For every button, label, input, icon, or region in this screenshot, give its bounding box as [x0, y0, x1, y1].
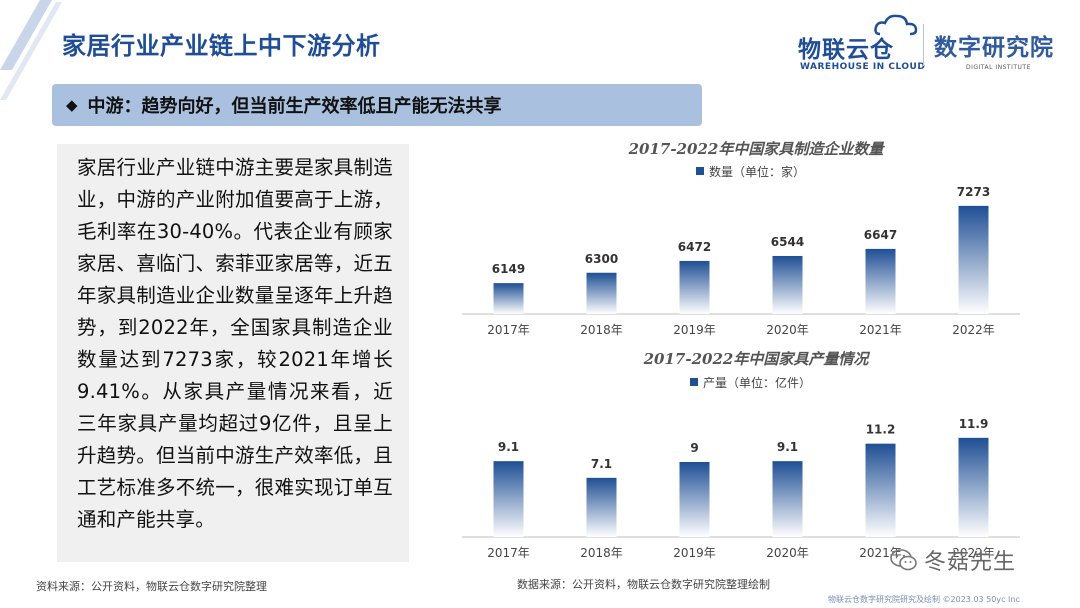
- tick-label-2018年: 2018年: [580, 323, 623, 337]
- tick-label-2019年: 2019年: [673, 323, 716, 337]
- tick-label-2017年: 2017年: [487, 546, 530, 560]
- tick-label-2022年: 2022年: [952, 323, 995, 337]
- description-text: 家居行业产业链中游主要是家具制造业，中游的产业附加值要高于上游，毛利率在30-4…: [77, 156, 393, 531]
- section-banner: ◆ 中游：趋势向好，但当前生产效率低且产能无法共享: [52, 84, 702, 126]
- page-title: 家居行业产业链上中下游分析: [62, 32, 381, 60]
- institute-logo-subtitle: DIGITAL INSTITUTE: [966, 64, 1031, 71]
- tick-label-2022年: 2022年: [952, 546, 995, 560]
- legend-label: 产量（单位：亿件）: [703, 375, 811, 390]
- data-label-2020年: 9.1: [777, 440, 798, 454]
- legend-swatch: [690, 378, 698, 386]
- source-note-left: 资料来源：公开资料，物联云仓数字研究院整理: [36, 580, 267, 593]
- bar-2022年: [958, 437, 989, 537]
- data-label-2020年: 6544: [771, 235, 804, 249]
- diamond-bullet-icon: ◆: [66, 96, 78, 114]
- description-box: 家居行业产业链中游主要是家具制造业，中游的产业附加值要高于上游，毛利率在30-4…: [57, 144, 409, 562]
- tick-label-2019年: 2019年: [673, 546, 716, 560]
- corner-stripes-decoration: [0, 0, 62, 100]
- bar-2020年: [772, 461, 803, 537]
- chart-title: 2017-2022年中国家具产量情况: [643, 350, 871, 368]
- data-label-2022年: 11.9: [959, 417, 989, 431]
- bar-2017年: [493, 461, 524, 537]
- banner-text: 中游：趋势向好，但当前生产效率低且产能无法共享: [87, 96, 502, 117]
- warehouse-logo-subtitle: WAREHOUSE IN CLOUD: [800, 62, 926, 72]
- bar-2018年: [586, 477, 617, 537]
- chart-title: 2017-2022年中国家具制造企业数量: [628, 140, 886, 158]
- bar-2021年: [865, 443, 896, 537]
- warehouse-logo-name: 物联云仓: [798, 37, 894, 63]
- tick-label-2018年: 2018年: [580, 546, 623, 560]
- data-label-2018年: 6300: [585, 252, 618, 266]
- warehouse-in-cloud-logo: 物联云仓 WAREHOUSE IN CLOUD: [798, 14, 925, 74]
- bar-2017年: [493, 283, 524, 314]
- logo-divider: [923, 24, 924, 66]
- data-label-2021年: 6647: [864, 228, 897, 242]
- data-label-2019年: 9: [690, 441, 698, 455]
- data-label-2022年: 7273: [957, 185, 990, 199]
- bar-2022年: [958, 205, 989, 314]
- data-label-2017年: 6149: [492, 262, 525, 276]
- legend-swatch: [696, 167, 704, 175]
- legend-label: 数量（单位：家）: [709, 164, 805, 179]
- data-label-2017年: 9.1: [498, 440, 519, 454]
- source-note-right: 数据来源：公开资料，物联云仓数字研究院整理绘制: [517, 578, 770, 591]
- tick-label-2017年: 2017年: [487, 323, 530, 337]
- watermark-text: 冬菇先生: [924, 550, 1017, 575]
- footer-copyright: 物联云仓数字研究院研究及绘制 ©2023.03 50yc Inc: [828, 595, 1020, 604]
- data-label-2019年: 6472: [678, 240, 711, 254]
- watermark: 冬菇先生: [890, 540, 1050, 580]
- digital-institute-logo: 数字研究院 DIGITAL INSTITUTE: [934, 28, 1064, 72]
- tick-label-2021年: 2021年: [859, 323, 902, 337]
- data-label-2018年: 7.1: [591, 457, 612, 471]
- tick-label-2020年: 2020年: [766, 323, 809, 337]
- bar-2019年: [679, 260, 710, 314]
- bar-2018年: [586, 272, 617, 314]
- institute-logo-name: 数字研究院: [934, 35, 1054, 61]
- data-label-2021年: 11.2: [866, 423, 896, 437]
- bar-2021年: [865, 248, 896, 314]
- wechat-icon: [890, 549, 917, 571]
- bar-2020年: [772, 255, 803, 314]
- bar-2019年: [679, 462, 710, 537]
- tick-label-2020年: 2020年: [766, 546, 809, 560]
- cloud-icon: [874, 14, 918, 36]
